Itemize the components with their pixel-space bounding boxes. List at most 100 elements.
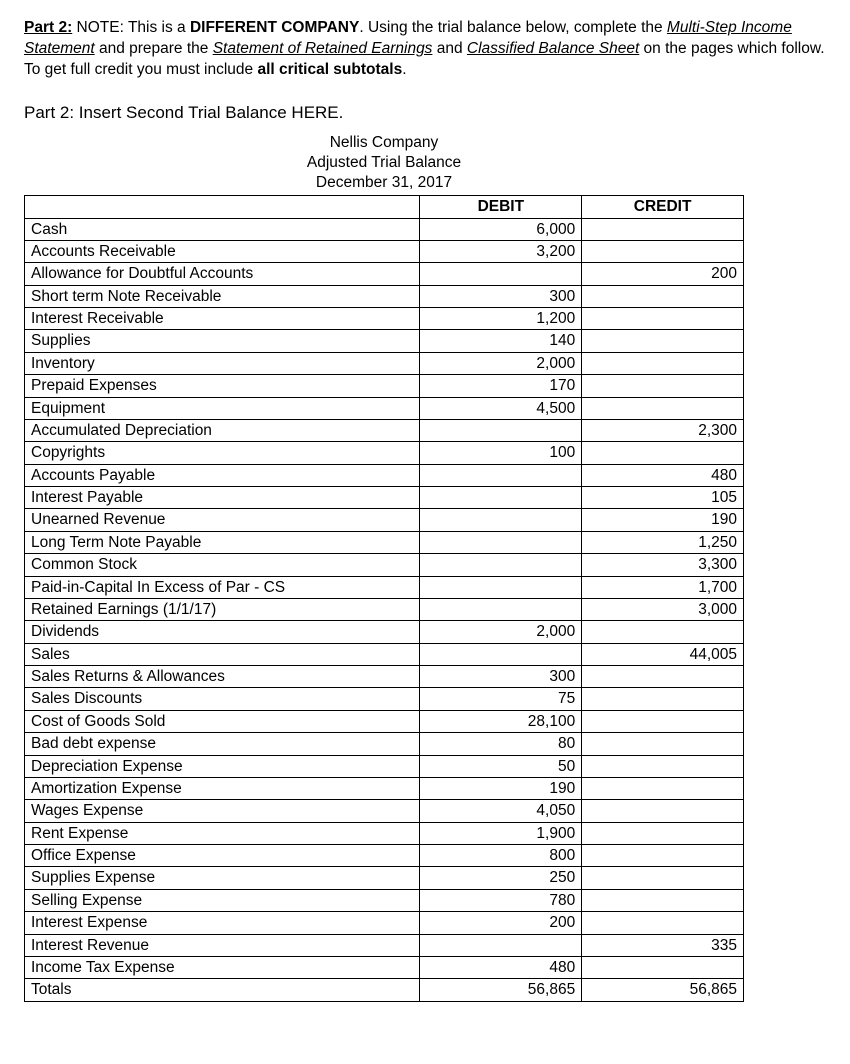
debit-cell: 100 (420, 442, 582, 464)
credit-cell (582, 442, 744, 464)
debit-cell (420, 576, 582, 598)
credit-cell: 44,005 (582, 643, 744, 665)
insert-instruction: Part 2: Insert Second Trial Balance HERE… (24, 103, 826, 123)
intro-text-1: NOTE: This is a (72, 19, 190, 36)
table-row: Interest Expense200 (25, 912, 744, 934)
account-cell: Copyrights (25, 442, 420, 464)
account-cell: Allowance for Doubtful Accounts (25, 263, 420, 285)
table-row: Copyrights100 (25, 442, 744, 464)
debit-cell: 4,500 (420, 397, 582, 419)
credit-cell (582, 240, 744, 262)
credit-cell (582, 777, 744, 799)
credit-cell (582, 621, 744, 643)
sre-link: Statement of Retained Earnings (213, 40, 433, 57)
col-header-credit: CREDIT (582, 196, 744, 218)
debit-cell: 3,200 (420, 240, 582, 262)
debit-cell: 50 (420, 755, 582, 777)
debit-cell: 170 (420, 375, 582, 397)
col-header-account (25, 196, 420, 218)
table-row: Allowance for Doubtful Accounts 200 (25, 263, 744, 285)
debit-cell: 2,000 (420, 621, 582, 643)
debit-cell (420, 487, 582, 509)
credit-cell (582, 218, 744, 240)
table-row: Accounts Receivable3,200 (25, 240, 744, 262)
credit-cell (582, 285, 744, 307)
debit-cell: 300 (420, 285, 582, 307)
credit-cell (582, 889, 744, 911)
intro-text-2: . Using the trial balance below, complet… (359, 19, 667, 36)
account-cell: Supplies Expense (25, 867, 420, 889)
trial-balance-wrap: Nellis Company Adjusted Trial Balance De… (24, 133, 744, 1002)
account-cell: Sales Returns & Allowances (25, 666, 420, 688)
account-cell: Income Tax Expense (25, 956, 420, 978)
credit-cell: 105 (582, 487, 744, 509)
table-row: Long Term Note Payable1,250 (25, 531, 744, 553)
account-cell: Totals (25, 979, 420, 1001)
debit-cell: 6,000 (420, 218, 582, 240)
table-row: Wages Expense4,050 (25, 800, 744, 822)
table-row: Prepaid Expenses170 (25, 375, 744, 397)
account-cell: Rent Expense (25, 822, 420, 844)
account-cell: Inventory (25, 352, 420, 374)
account-cell: Short term Note Receivable (25, 285, 420, 307)
all-critical-subtotals: all critical subtotals (257, 61, 402, 78)
credit-cell (582, 800, 744, 822)
account-cell: Dividends (25, 621, 420, 643)
statement-date: December 31, 2017 (24, 173, 744, 193)
debit-cell (420, 934, 582, 956)
intro-text-4: and (432, 40, 466, 57)
debit-cell (420, 464, 582, 486)
account-cell: Sales Discounts (25, 688, 420, 710)
table-row: Supplies140 (25, 330, 744, 352)
table-row: Accumulated Depreciation2,300 (25, 419, 744, 441)
debit-cell: 190 (420, 777, 582, 799)
account-cell: Bad debt expense (25, 733, 420, 755)
table-row: Office Expense800 (25, 845, 744, 867)
account-cell: Sales (25, 643, 420, 665)
table-row: Supplies Expense250 (25, 867, 744, 889)
part-label: Part 2: (24, 19, 72, 36)
account-cell: Retained Earnings (1/1/17) (25, 598, 420, 620)
debit-cell: 200 (420, 912, 582, 934)
credit-cell (582, 688, 744, 710)
table-row: Depreciation Expense50 (25, 755, 744, 777)
credit-cell (582, 912, 744, 934)
debit-cell (420, 419, 582, 441)
account-cell: Interest Payable (25, 487, 420, 509)
table-row: Rent Expense1,900 (25, 822, 744, 844)
debit-cell: 80 (420, 733, 582, 755)
company-name: Nellis Company (24, 133, 744, 153)
table-row: Equipment4,500 (25, 397, 744, 419)
trial-balance-header: Nellis Company Adjusted Trial Balance De… (24, 133, 744, 193)
table-row: Interest Revenue335 (25, 934, 744, 956)
credit-cell (582, 956, 744, 978)
account-cell: Long Term Note Payable (25, 531, 420, 553)
table-row: Interest Receivable1,200 (25, 308, 744, 330)
table-row: Accounts Payable480 (25, 464, 744, 486)
credit-cell (582, 845, 744, 867)
account-cell: Interest Receivable (25, 308, 420, 330)
account-cell: Cost of Goods Sold (25, 710, 420, 732)
different-company: DIFFERENT COMPANY (190, 19, 359, 36)
credit-cell (582, 308, 744, 330)
debit-cell: 780 (420, 889, 582, 911)
credit-cell (582, 352, 744, 374)
table-row: Paid-in-Capital In Excess of Par - CS1,7… (25, 576, 744, 598)
debit-cell (420, 554, 582, 576)
credit-cell (582, 867, 744, 889)
account-cell: Prepaid Expenses (25, 375, 420, 397)
credit-cell: 200 (582, 263, 744, 285)
table-row: Sales Returns & Allowances300 (25, 666, 744, 688)
credit-cell (582, 710, 744, 732)
table-row: Short term Note Receivable300 (25, 285, 744, 307)
account-cell: Accounts Receivable (25, 240, 420, 262)
debit-cell: 2,000 (420, 352, 582, 374)
statement-title: Adjusted Trial Balance (24, 153, 744, 173)
intro-period: . (402, 61, 406, 78)
debit-cell: 300 (420, 666, 582, 688)
table-header-row: DEBIT CREDIT (25, 196, 744, 218)
table-row: Selling Expense780 (25, 889, 744, 911)
trial-balance-table: DEBIT CREDIT Cash6,000Accounts Receivabl… (24, 195, 744, 1002)
table-row: Cash6,000 (25, 218, 744, 240)
table-row: Unearned Revenue190 (25, 509, 744, 531)
